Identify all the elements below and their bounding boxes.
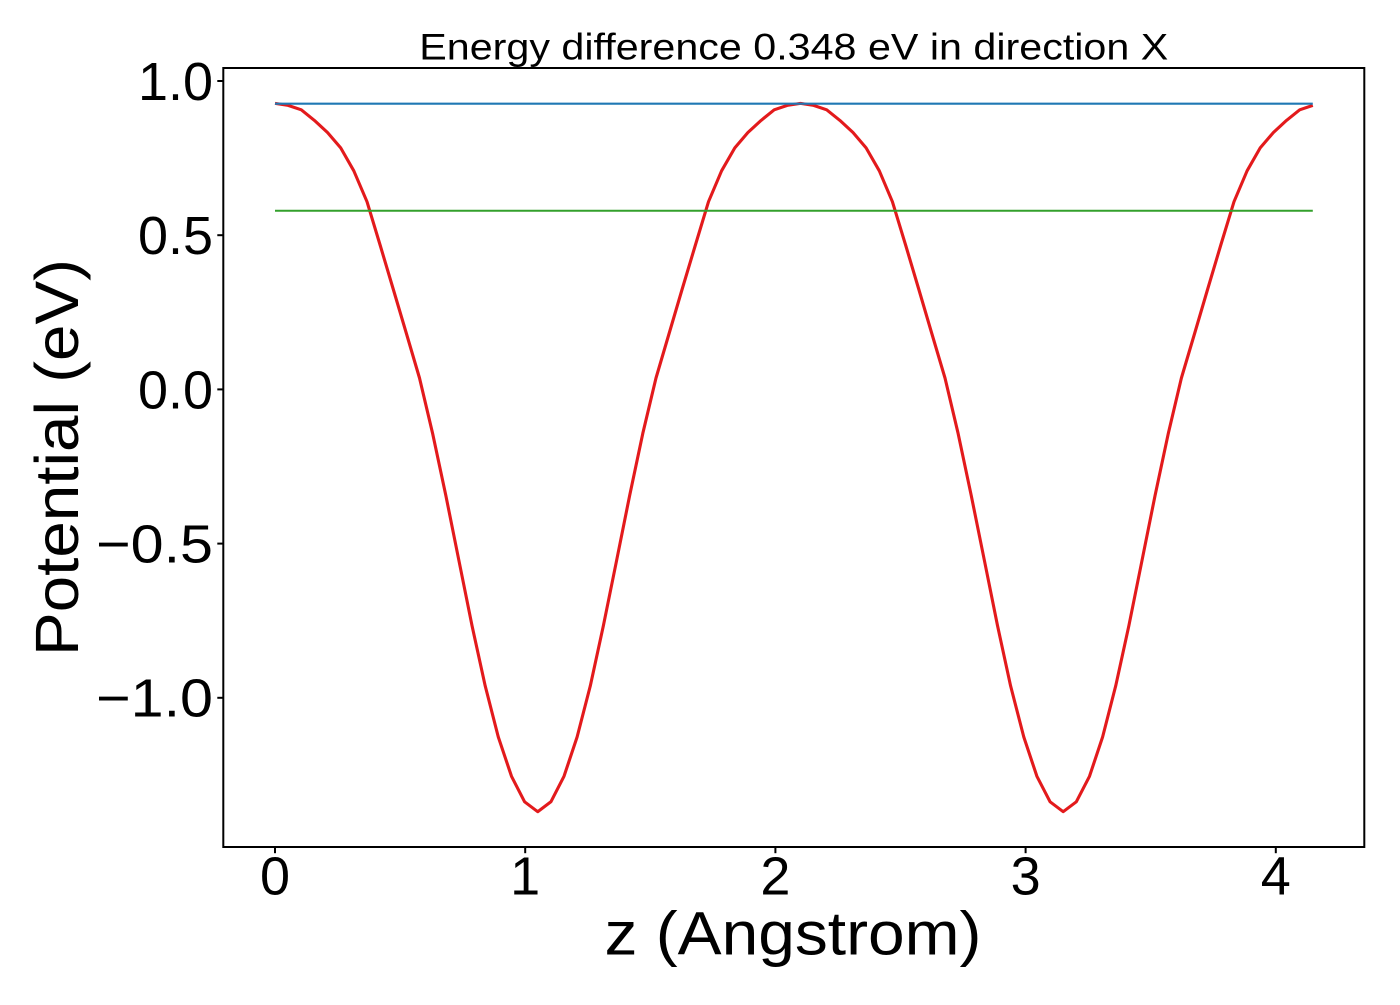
svg-text:0.5: 0.5 — [138, 206, 213, 266]
svg-text:0: 0 — [260, 847, 290, 907]
svg-text:0.0: 0.0 — [138, 360, 213, 420]
svg-text:z (Angstrom): z (Angstrom) — [605, 900, 982, 969]
svg-text:2: 2 — [760, 847, 790, 907]
svg-text:Potential (eV): Potential (eV) — [23, 259, 92, 656]
svg-text:−0.5: −0.5 — [96, 515, 213, 575]
svg-text:3: 3 — [1011, 847, 1041, 907]
svg-text:4: 4 — [1261, 847, 1291, 907]
svg-text:Energy difference 0.348 eV in: Energy difference 0.348 eV in direction … — [419, 27, 1168, 68]
svg-text:1.0: 1.0 — [138, 52, 213, 112]
svg-text:1: 1 — [510, 847, 540, 907]
svg-text:−1.0: −1.0 — [96, 669, 213, 729]
